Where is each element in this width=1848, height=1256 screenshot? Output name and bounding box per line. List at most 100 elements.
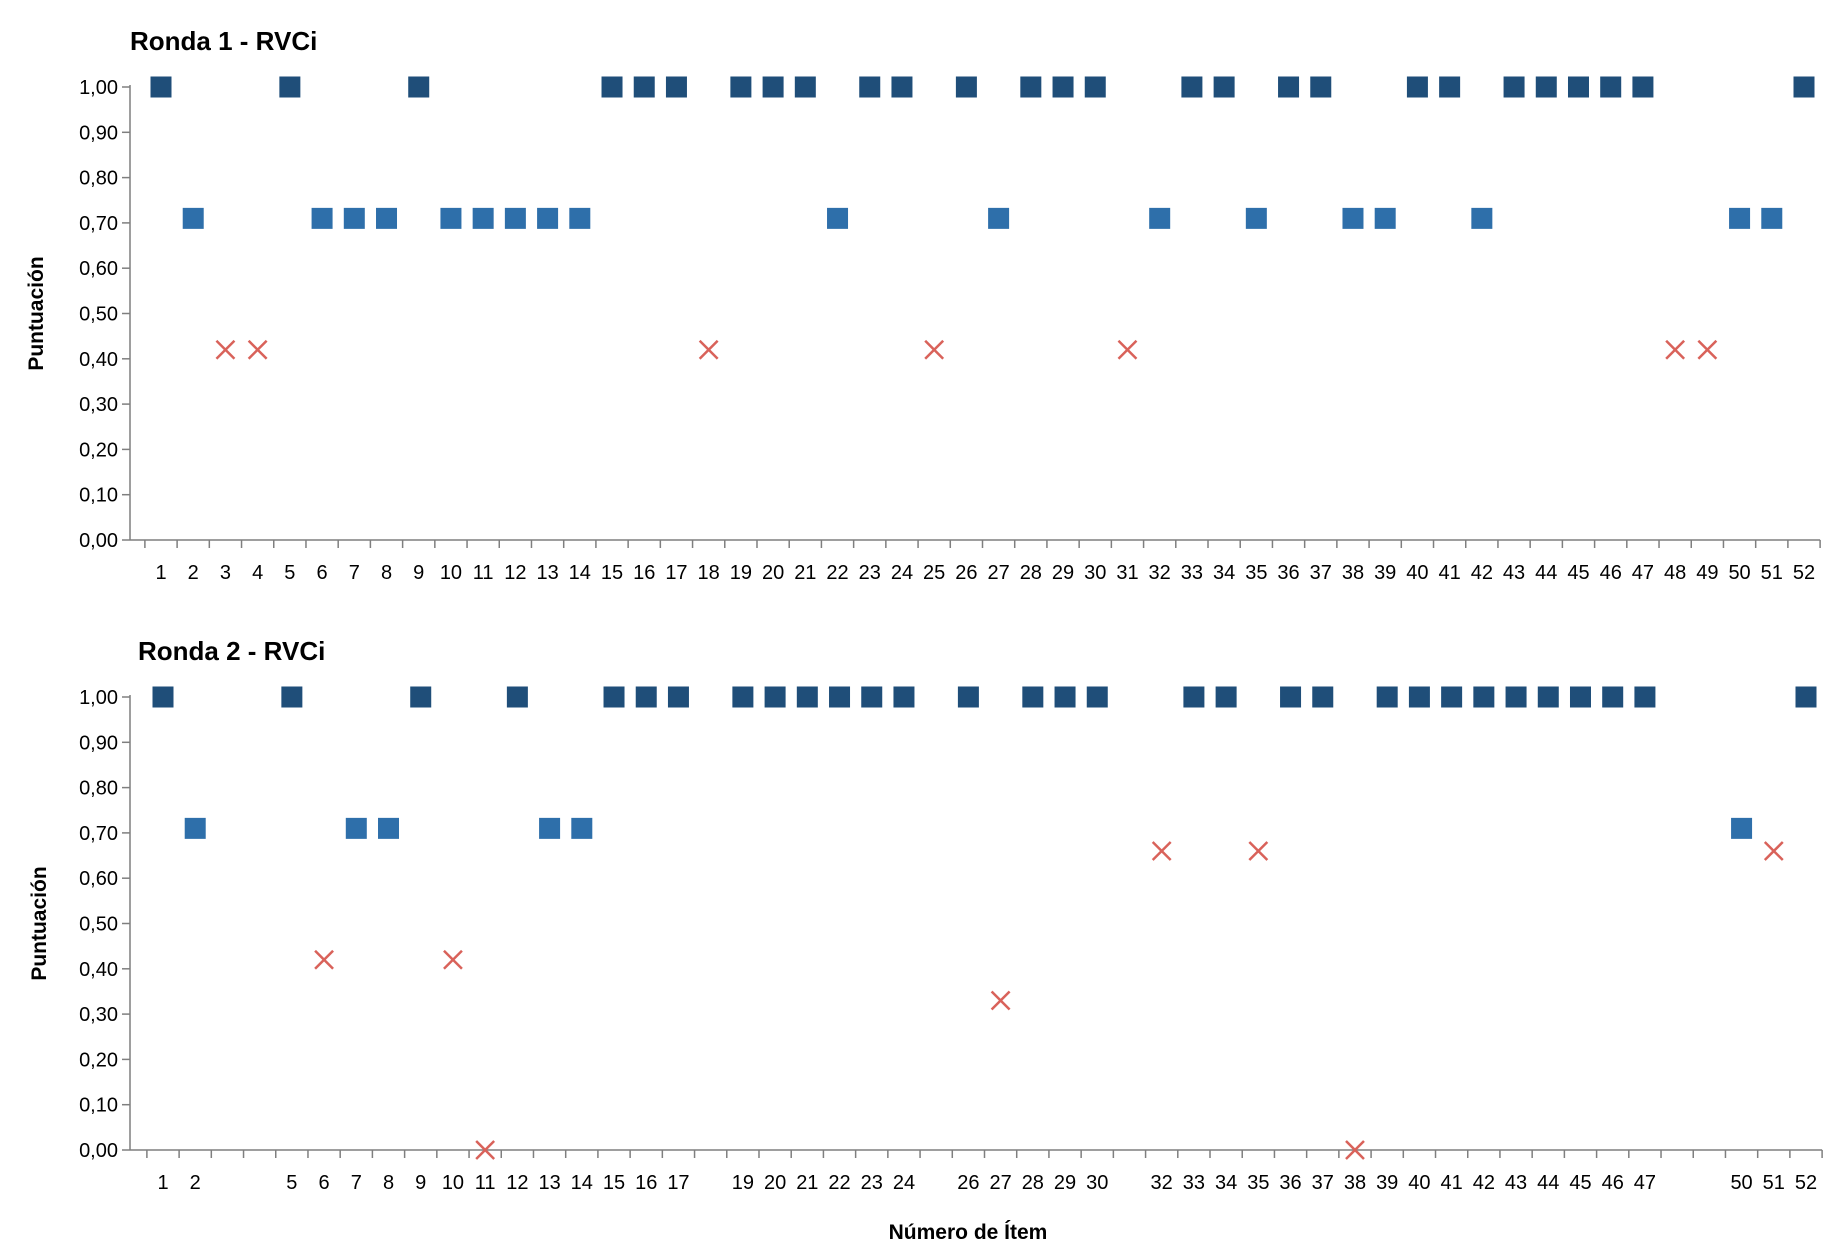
x-tick-label: 13 xyxy=(536,562,558,584)
x-tick-label: 3 xyxy=(220,562,231,584)
y-tick-label: 0,10 xyxy=(79,1095,118,1117)
dark-square-marker xyxy=(861,686,883,708)
x-tick-label: 16 xyxy=(633,562,655,584)
y-tick-label: 0,10 xyxy=(79,485,118,507)
light-square-marker xyxy=(378,817,400,839)
dark-square-marker xyxy=(667,686,689,708)
x-tick-label: 26 xyxy=(957,1172,979,1194)
dark-square-marker xyxy=(1181,76,1203,98)
y-tick-label: 0,30 xyxy=(79,394,118,416)
dark-square-marker xyxy=(730,76,752,98)
x-tick-label: 15 xyxy=(603,1172,625,1194)
dark-square-marker xyxy=(1569,686,1591,708)
x-tick-label: 40 xyxy=(1406,562,1428,584)
y-tick-label: 1,00 xyxy=(79,687,118,709)
light-square-marker xyxy=(376,207,398,229)
cross-marker xyxy=(698,339,719,360)
y-tick-label: 0,80 xyxy=(79,778,118,800)
dark-square-marker xyxy=(1084,76,1106,98)
x-tick-label: 46 xyxy=(1600,562,1622,584)
dark-square-marker xyxy=(506,686,528,708)
x-tick-label: 43 xyxy=(1505,1172,1527,1194)
x-tick-label: 36 xyxy=(1279,1172,1301,1194)
y-tick-label: 0,00 xyxy=(79,1140,118,1162)
x-tick-label: 9 xyxy=(413,562,424,584)
x-tick-label: 32 xyxy=(1149,562,1171,584)
dark-square-marker xyxy=(1054,686,1076,708)
dark-square-marker xyxy=(665,76,687,98)
dark-square-marker xyxy=(1215,686,1237,708)
dark-square-marker xyxy=(281,686,303,708)
x-tick-label: 34 xyxy=(1215,1172,1237,1194)
x-tick-label: 13 xyxy=(538,1172,560,1194)
x-tick-label: 12 xyxy=(506,1172,528,1194)
y-tick-label: 0,50 xyxy=(79,914,118,936)
x-tick-label: 34 xyxy=(1213,562,1235,584)
dark-square-marker xyxy=(1376,686,1398,708)
light-square-marker xyxy=(571,817,593,839)
y-tick-label: 0,00 xyxy=(79,530,118,552)
light-square-marker xyxy=(343,207,365,229)
light-square-marker xyxy=(1761,207,1783,229)
y-tick-label: 0,70 xyxy=(79,823,118,845)
dark-square-marker xyxy=(408,76,430,98)
x-tick-label: 38 xyxy=(1342,562,1364,584)
chart-title: Ronda 1 - RVCi xyxy=(130,26,317,56)
x-tick-label: 47 xyxy=(1634,1172,1656,1194)
x-tick-label: 7 xyxy=(351,1172,362,1194)
x-tick-label: 51 xyxy=(1763,1172,1785,1194)
dark-square-marker xyxy=(829,686,851,708)
x-tick-label: 41 xyxy=(1439,562,1461,584)
cross-marker xyxy=(443,949,463,970)
x-tick-label: 11 xyxy=(475,1172,496,1194)
cross-stroke xyxy=(443,949,463,970)
dark-square-marker xyxy=(1052,76,1074,98)
x-tick-label: 47 xyxy=(1632,562,1654,584)
y-tick-label: 0,60 xyxy=(79,258,118,280)
x-tick-label: 39 xyxy=(1374,562,1396,584)
x-tick-label: 43 xyxy=(1503,562,1525,584)
dark-square-marker xyxy=(955,76,977,98)
x-tick-label: 35 xyxy=(1247,1172,1269,1194)
dark-square-marker xyxy=(1602,686,1624,708)
light-square-marker xyxy=(345,817,367,839)
x-tick-label: 5 xyxy=(286,1172,297,1194)
dark-square-marker xyxy=(1022,686,1044,708)
x-tick-label: 16 xyxy=(635,1172,657,1194)
light-square-marker xyxy=(1731,817,1753,839)
x-tick-label: 20 xyxy=(762,562,784,584)
x-tick-label: 31 xyxy=(1116,562,1138,584)
dark-square-marker xyxy=(1310,76,1332,98)
dark-square-marker xyxy=(859,76,881,98)
x-tick-label: 7 xyxy=(349,562,360,584)
x-tick-label: 32 xyxy=(1151,1172,1173,1194)
x-tick-label: 39 xyxy=(1376,1172,1398,1194)
cross-marker xyxy=(1248,841,1269,861)
x-axis-label: Número de Ítem xyxy=(889,1221,1048,1244)
x-tick-label: 30 xyxy=(1086,1172,1108,1194)
dark-square-marker xyxy=(1600,76,1622,98)
light-square-marker xyxy=(1149,207,1171,229)
x-tick-label: 28 xyxy=(1020,562,1042,584)
light-square-marker xyxy=(539,817,561,839)
dark-square-marker xyxy=(1795,686,1817,708)
dark-square-marker xyxy=(1408,686,1430,708)
cross-marker xyxy=(314,949,334,970)
cross-stroke xyxy=(215,339,236,360)
dark-square-marker xyxy=(1634,686,1656,708)
cross-marker xyxy=(990,990,1011,1011)
x-tick-label: 10 xyxy=(440,562,462,584)
y-tick-label: 0,20 xyxy=(79,439,118,461)
x-tick-label: 21 xyxy=(796,1172,818,1194)
x-tick-label: 12 xyxy=(504,562,526,584)
light-square-marker xyxy=(504,207,526,229)
cross-stroke xyxy=(1345,1140,1365,1160)
y-axis-label: Puntuación xyxy=(25,256,48,370)
light-square-marker xyxy=(1245,207,1267,229)
dark-square-marker xyxy=(1183,686,1205,708)
x-tick-label: 24 xyxy=(893,1172,915,1194)
y-tick-label: 1,00 xyxy=(79,77,118,99)
x-tick-label: 51 xyxy=(1761,562,1783,584)
cross-marker xyxy=(1763,841,1784,861)
x-tick-label: 33 xyxy=(1183,1172,1205,1194)
